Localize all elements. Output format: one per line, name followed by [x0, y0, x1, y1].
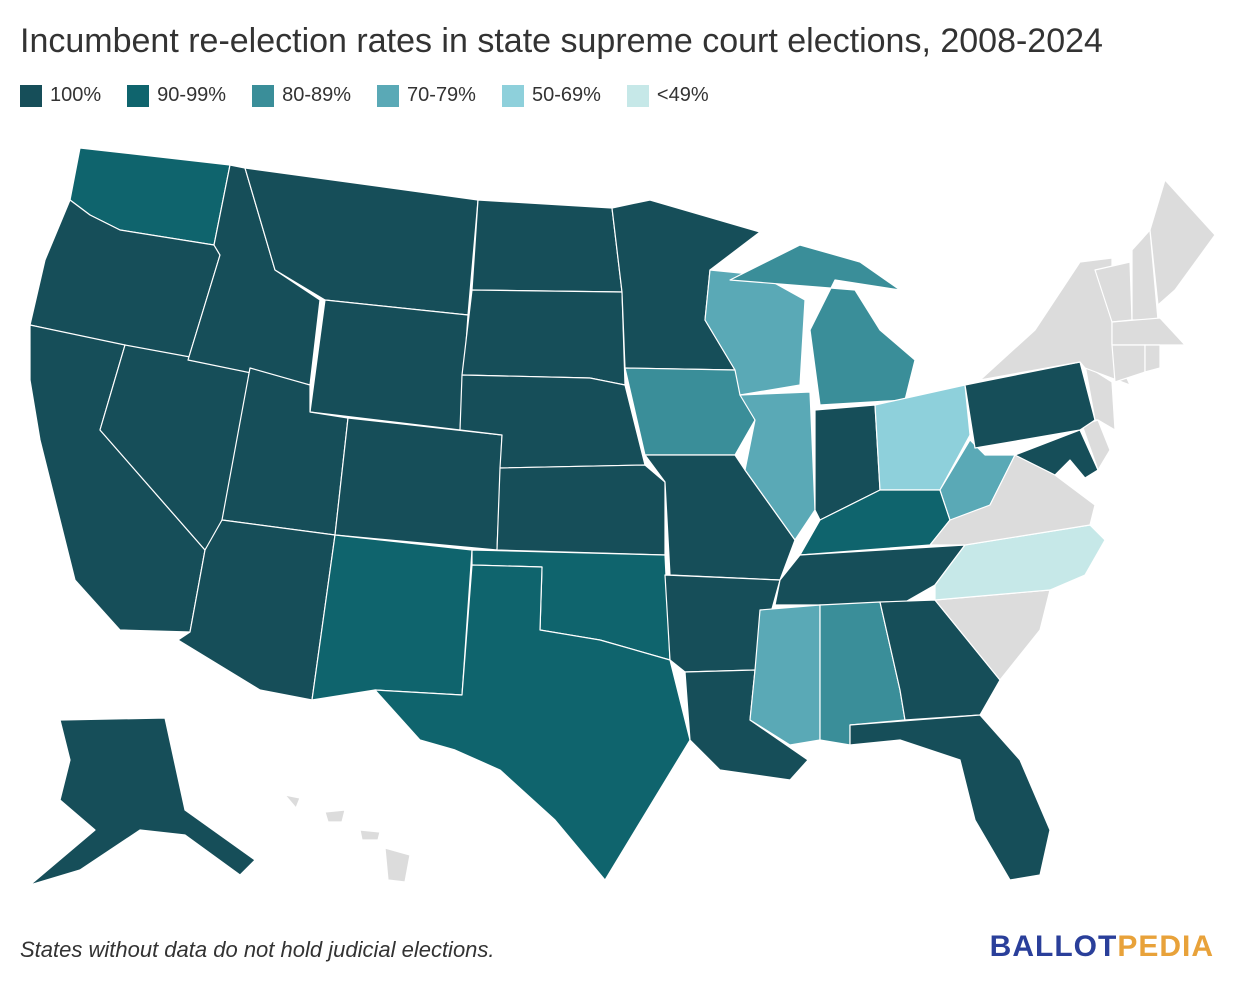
legend-swatch — [626, 84, 649, 107]
state-fl[interactable] — [849, 714, 1051, 881]
chart-title: Incumbent re-election rates in state sup… — [20, 22, 1103, 60]
state-tx[interactable] — [374, 564, 691, 881]
legend-label: 100% — [50, 84, 102, 106]
state-co[interactable] — [334, 417, 503, 551]
state-mo[interactable] — [644, 454, 796, 581]
legend: 100% 90-99% 80-89% 70-79% 50-69% <49% — [20, 84, 709, 107]
legend-item-80-89: 80-89% — [252, 84, 351, 107]
state-ms[interactable] — [749, 604, 821, 746]
legend-label: 80-89% — [282, 84, 352, 106]
state-ak[interactable] — [29, 717, 256, 886]
legend-swatch — [377, 84, 400, 107]
legend-item-90-99: 90-99% — [127, 84, 226, 107]
state-oh[interactable] — [874, 384, 971, 491]
state-ia[interactable] — [624, 367, 756, 456]
state-wy[interactable] — [309, 299, 469, 431]
state-hi[interactable] — [284, 794, 411, 883]
legend-swatch — [501, 84, 524, 107]
state-va[interactable] — [929, 454, 1096, 546]
state-ks[interactable] — [496, 464, 666, 556]
state-ri[interactable] — [1144, 344, 1161, 373]
legend-label: 50-69% — [531, 84, 601, 106]
legend-swatch — [20, 84, 42, 107]
legend-label: <49% — [656, 84, 709, 106]
state-il[interactable] — [739, 391, 816, 541]
state-sd[interactable] — [461, 289, 626, 386]
state-nd[interactable] — [471, 199, 623, 293]
state-me[interactable] — [1149, 179, 1216, 306]
legend-item-50-69: 50-69% — [501, 84, 601, 107]
state-ma[interactable] — [1111, 317, 1186, 346]
state-mi[interactable] — [729, 244, 916, 406]
legend-item-70-79: 70-79% — [377, 84, 476, 107]
state-ct[interactable] — [1111, 344, 1146, 383]
state-nm[interactable] — [311, 534, 473, 701]
legend-label: 70-79% — [407, 84, 476, 106]
legend-item-100: 100% — [20, 84, 101, 107]
legend-label: 90-99% — [157, 84, 227, 106]
legend-swatch — [127, 84, 150, 107]
legend-item-under-49: <49% — [626, 84, 709, 107]
legend-swatch — [252, 84, 275, 107]
footnote: States without data do not hold judicial… — [20, 937, 495, 962]
state-nc[interactable] — [934, 524, 1106, 601]
ballotpedia-logo: BALLOTPEDIA — [989, 930, 1214, 963]
state-nj[interactable] — [1084, 364, 1116, 431]
